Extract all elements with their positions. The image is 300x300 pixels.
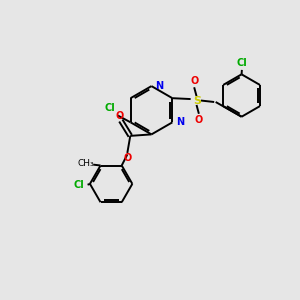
Text: N: N <box>176 117 184 127</box>
Text: CH₃: CH₃ <box>77 159 94 168</box>
Text: O: O <box>195 115 203 125</box>
Text: S: S <box>193 95 201 106</box>
Text: O: O <box>116 110 124 121</box>
Text: Cl: Cl <box>105 103 115 113</box>
Text: Cl: Cl <box>237 58 248 68</box>
Text: O: O <box>190 76 198 86</box>
Text: O: O <box>124 153 132 163</box>
Text: N: N <box>155 81 163 91</box>
Text: Cl: Cl <box>74 180 85 190</box>
